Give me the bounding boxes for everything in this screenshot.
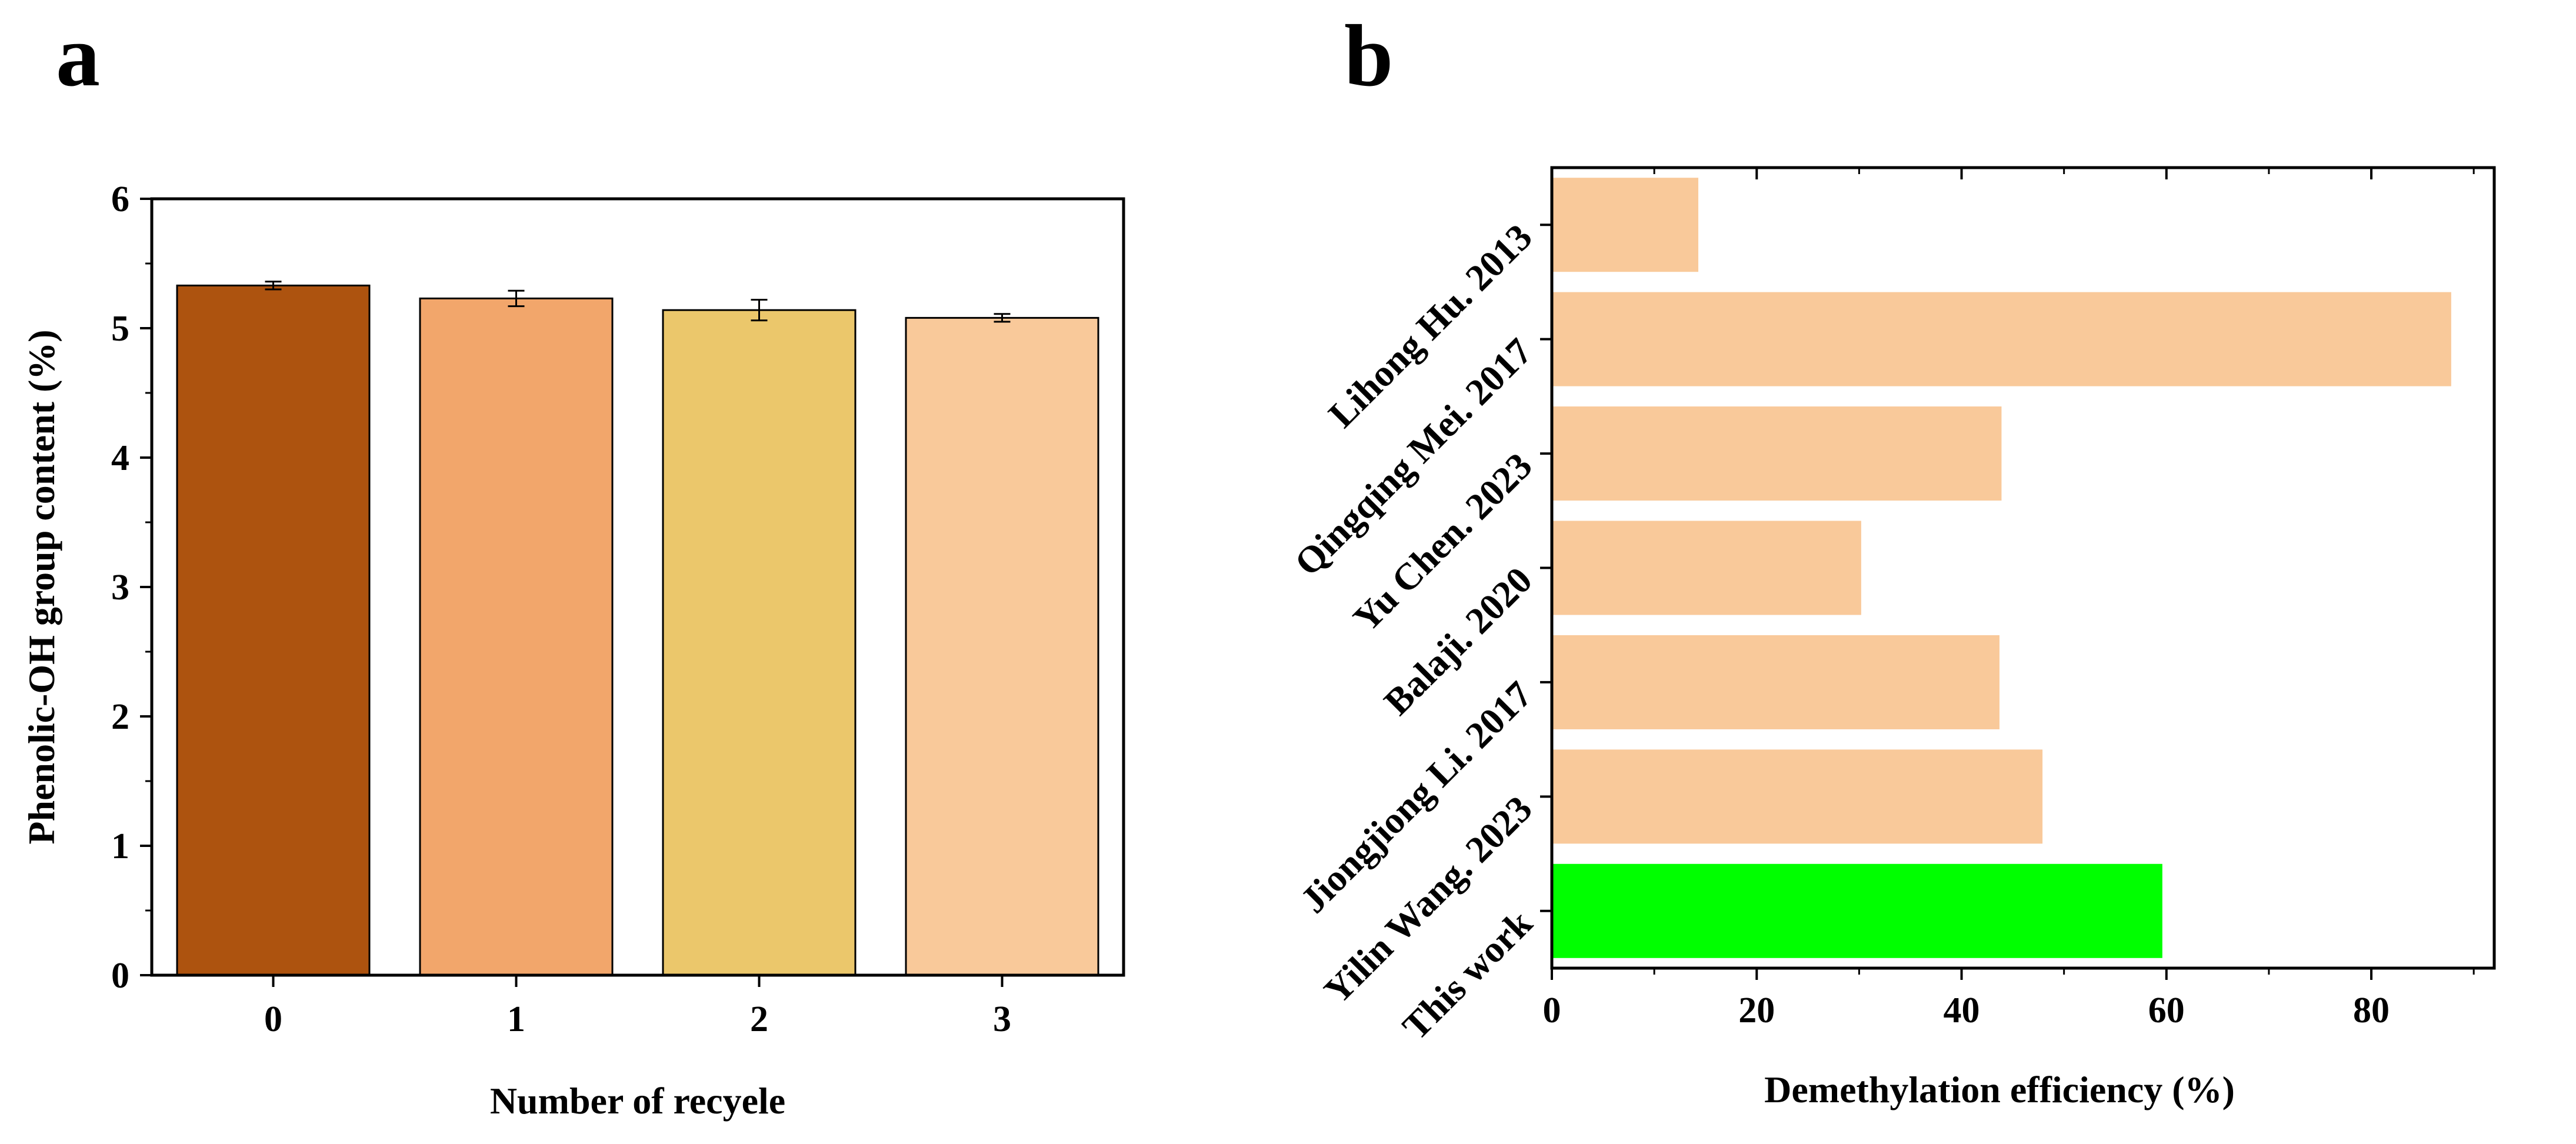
chart-a-bar — [419, 297, 614, 976]
chart-a-y-axis-title: Phenolic-OH group content (%) — [21, 329, 62, 844]
chart-b-category-label: Yilin Wang. 2023 — [1316, 788, 1540, 1012]
chart-a-x-tick-label: 3 — [993, 999, 1011, 1039]
chart-b-x-tick-label: 0 — [1543, 990, 1561, 1030]
chart-b-bar — [1552, 521, 1861, 615]
chart-a-y-tick-label: 3 — [111, 568, 129, 608]
chart-a-y-tick-label: 6 — [111, 179, 129, 219]
chart-b-bar — [1552, 749, 2043, 844]
panel-label-a: a — [56, 7, 100, 105]
chart-b-bar — [1552, 863, 2162, 958]
chart-b-bar — [1552, 635, 2000, 729]
chart-a-x-tick-label: 1 — [507, 999, 525, 1039]
chart-a-y-tick-label: 5 — [111, 309, 129, 349]
chart-a-y-tick-label: 1 — [111, 826, 129, 866]
chart-a-bar — [662, 309, 857, 976]
chart-b-plot-frame — [1550, 166, 2496, 970]
chart-b-x-axis-title: Demethylation efficiency (%) — [1764, 1069, 2235, 1110]
chart-b-x-tick-label: 20 — [1738, 990, 1775, 1030]
chart-b-bar — [1552, 178, 1699, 272]
chart-b-x-tick-label: 60 — [2148, 990, 2185, 1030]
chart-b: Demethylation efficiency (%) Lihong Hu. … — [1287, 166, 2496, 1110]
chart-a-bar — [176, 284, 371, 976]
chart-b-bar — [1552, 406, 2002, 501]
chart-a-y-tick-label: 2 — [111, 697, 129, 737]
chart-b-category-label: Lihong Hu. 2013 — [1321, 216, 1540, 435]
chart-b-bar — [1552, 292, 2451, 386]
chart-a-y-tick-label: 4 — [111, 438, 129, 478]
chart-a-x-tick-label: 2 — [750, 999, 768, 1039]
chart-a-bar — [905, 316, 1099, 976]
chart-b-x-tick-label: 40 — [1944, 990, 1980, 1030]
chart-a-x-axis-title: Number of recyele — [490, 1080, 785, 1122]
chart-b-x-tick-label: 80 — [2353, 990, 2390, 1030]
chart-a-x-tick-label: 0 — [264, 999, 282, 1039]
chart-a-y-tick-label: 0 — [111, 956, 129, 996]
panel-label-b: b — [1344, 7, 1393, 105]
chart-a: Number of recyele Phenolic-OH group cont… — [21, 179, 1125, 1122]
